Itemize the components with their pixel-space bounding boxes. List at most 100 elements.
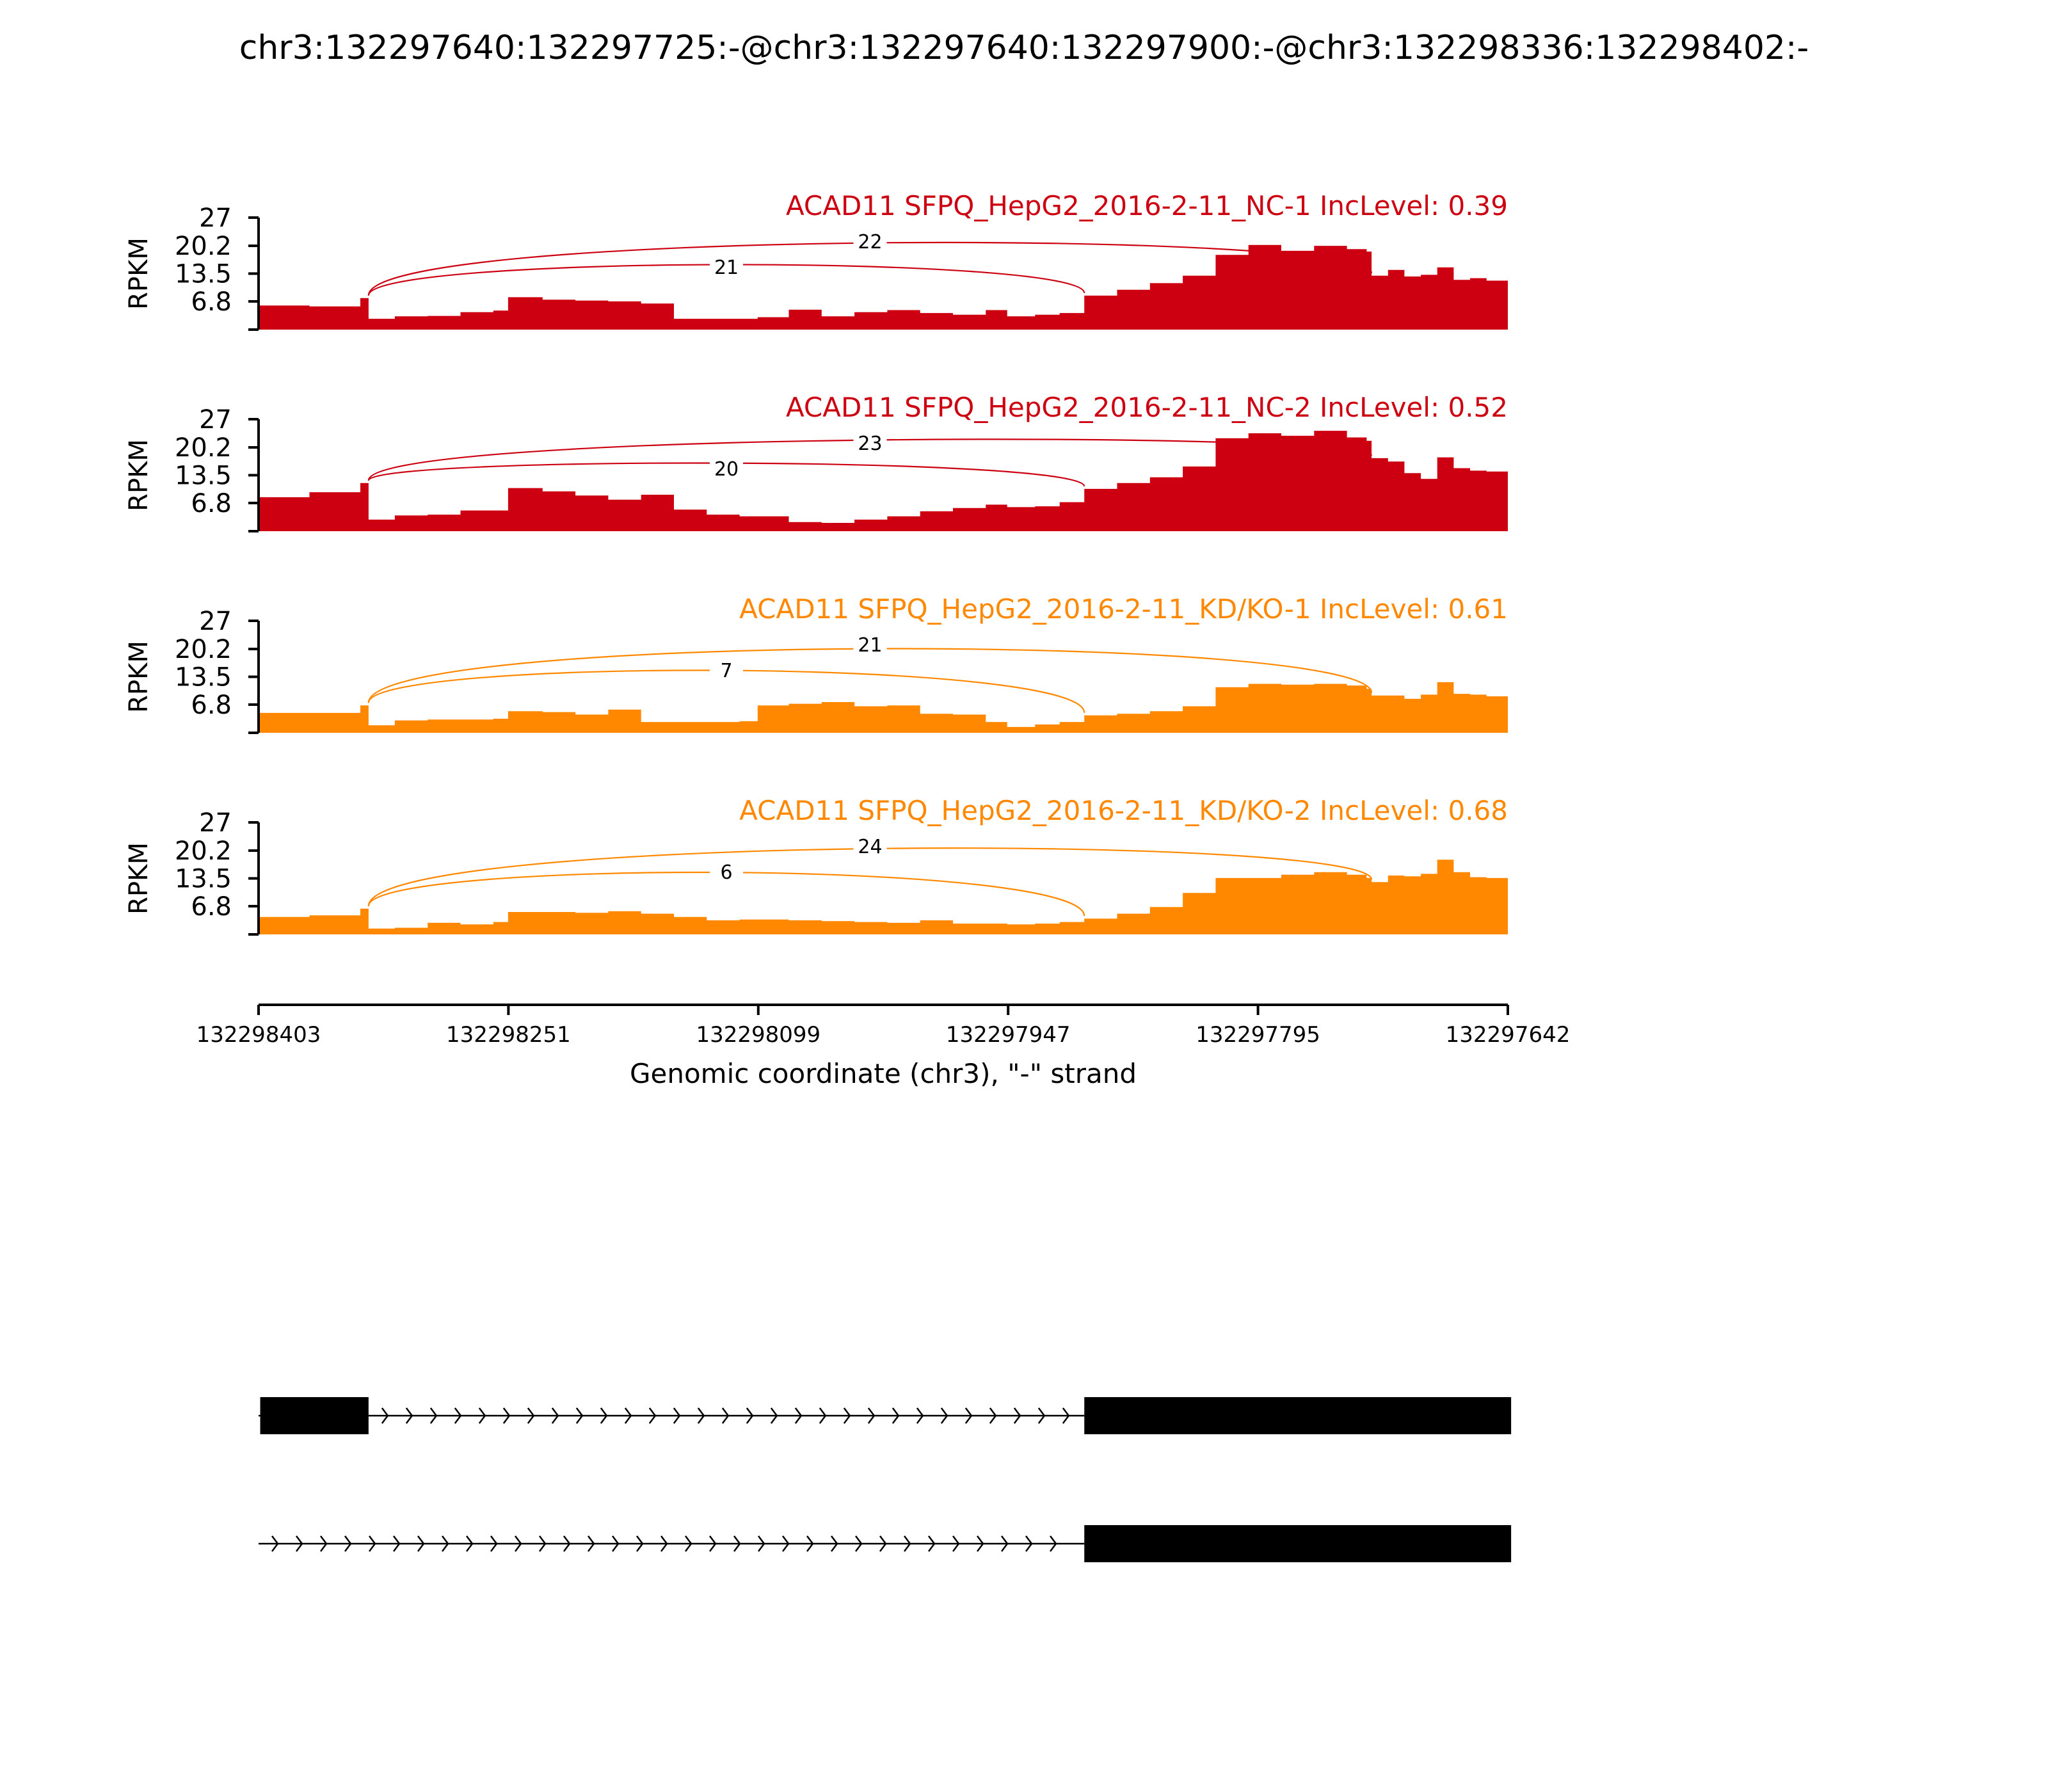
x-axis-label: Genomic coordinate (chr3), "-" strand bbox=[630, 1058, 1137, 1089]
strand-arrow bbox=[794, 1407, 803, 1424]
strand-arrow bbox=[940, 1407, 948, 1424]
strand-arrow bbox=[490, 1535, 498, 1552]
transcript-model bbox=[259, 1397, 1512, 1434]
track-title: ACAD11 SFPQ_HepG2_2016-2-11_NC-2 IncLeve… bbox=[786, 392, 1508, 423]
junction-label-bg bbox=[853, 431, 887, 456]
y-tick-label: 27 bbox=[199, 204, 232, 233]
strand-arrow bbox=[1037, 1407, 1046, 1424]
strand-arrow bbox=[563, 1535, 571, 1552]
junction-label: 24 bbox=[858, 836, 882, 858]
coverage-area bbox=[259, 431, 1508, 531]
junction-label: 7 bbox=[720, 660, 732, 682]
strand-arrow bbox=[588, 1535, 595, 1552]
y-tick-label: 6.8 bbox=[191, 287, 232, 317]
strand-arrow bbox=[369, 1535, 376, 1552]
y-tick-label: 13.5 bbox=[175, 260, 232, 289]
y-tick-label: 13.5 bbox=[175, 461, 232, 491]
track-title: ACAD11 SFPQ_HepG2_2016-2-11_KD/KO-2 IncL… bbox=[739, 795, 1508, 826]
strand-arrow bbox=[1050, 1535, 1057, 1552]
strand-arrow bbox=[831, 1535, 838, 1552]
strand-arrow bbox=[770, 1407, 778, 1424]
y-tick-label: 27 bbox=[199, 607, 232, 636]
strand-arrow bbox=[539, 1535, 547, 1552]
junction-label: 22 bbox=[858, 231, 882, 253]
strand-arrow bbox=[977, 1535, 984, 1552]
strand-arrow bbox=[454, 1407, 462, 1424]
strand-arrow bbox=[1001, 1535, 1009, 1552]
strand-arrow bbox=[989, 1407, 997, 1424]
strand-arrow bbox=[867, 1407, 876, 1424]
strand-arrow bbox=[527, 1407, 535, 1424]
strand-arrow bbox=[551, 1407, 559, 1424]
strand-arrow bbox=[1062, 1407, 1070, 1424]
y-tick-label: 20.2 bbox=[175, 433, 232, 463]
y-tick-label: 13.5 bbox=[175, 663, 232, 692]
coverage-area bbox=[259, 682, 1508, 733]
strand-arrow bbox=[271, 1535, 279, 1552]
y-tick-label: 20.2 bbox=[175, 635, 232, 664]
strand-arrow bbox=[600, 1407, 608, 1424]
strand-arrow bbox=[928, 1535, 936, 1552]
transcript-models bbox=[259, 1397, 1512, 1562]
exon-block bbox=[1084, 1525, 1512, 1562]
x-tick-label: 132298251 bbox=[446, 1022, 571, 1048]
strand-arrow bbox=[648, 1407, 657, 1424]
y-tick-label: 6.8 bbox=[191, 691, 232, 720]
exon-block bbox=[1084, 1397, 1512, 1434]
strand-arrow bbox=[916, 1407, 924, 1424]
junction-label-bg bbox=[853, 834, 887, 860]
strand-arrow bbox=[320, 1535, 328, 1552]
y-tick-label: 6.8 bbox=[191, 892, 232, 922]
strand-arrow bbox=[855, 1535, 863, 1552]
junction-label: 23 bbox=[858, 433, 882, 455]
figure-title: chr3:132297640:132297725:-@chr3:13229764… bbox=[239, 29, 1809, 67]
strand-arrow bbox=[806, 1535, 814, 1552]
genomic-x-axis: 132298403 132298251 132298099 132297947 1322… bbox=[196, 1004, 1571, 1089]
strand-arrow bbox=[515, 1535, 522, 1552]
junction-label-bg bbox=[710, 255, 744, 280]
junction-label-bg bbox=[710, 860, 744, 885]
strand-arrow bbox=[819, 1407, 827, 1424]
strand-arrow bbox=[879, 1535, 887, 1552]
strand-arrow bbox=[442, 1535, 449, 1552]
strand-arrow bbox=[673, 1407, 681, 1424]
strand-arrow bbox=[904, 1535, 911, 1552]
y-tick-label: 20.2 bbox=[175, 232, 232, 261]
strand-arrow bbox=[466, 1535, 474, 1552]
strand-arrow bbox=[685, 1535, 692, 1552]
track-title: ACAD11 SFPQ_HepG2_2016-2-11_KD/KO-1 IncL… bbox=[739, 593, 1508, 625]
y-axis-label: RPKM bbox=[124, 842, 154, 915]
strand-arrow bbox=[478, 1407, 486, 1424]
x-tick-label: 132297795 bbox=[1196, 1022, 1320, 1048]
strand-arrow bbox=[636, 1535, 644, 1552]
x-tick-label: 132297642 bbox=[1446, 1022, 1571, 1048]
junction-label-bg bbox=[710, 658, 744, 684]
strand-arrow bbox=[782, 1535, 790, 1552]
strand-arrow bbox=[709, 1535, 717, 1552]
strand-arrow bbox=[612, 1535, 620, 1552]
exon-block bbox=[260, 1397, 369, 1434]
y-tick-label: 20.2 bbox=[175, 836, 232, 866]
x-tick-label: 132298099 bbox=[696, 1022, 820, 1048]
y-axis-label: RPKM bbox=[124, 439, 154, 511]
strand-arrow bbox=[697, 1407, 705, 1424]
junction-label: 21 bbox=[714, 257, 739, 279]
coverage-area bbox=[259, 860, 1508, 934]
strand-arrow bbox=[746, 1407, 754, 1424]
transcript-model bbox=[259, 1525, 1512, 1562]
y-tick-label: 27 bbox=[199, 405, 232, 435]
strand-arrow bbox=[344, 1535, 352, 1552]
junction-label: 20 bbox=[714, 458, 739, 481]
junction-label-bg bbox=[710, 456, 744, 482]
track-title: ACAD11 SFPQ_HepG2_2016-2-11_NC-1 IncLeve… bbox=[786, 190, 1508, 221]
strand-arrow bbox=[660, 1535, 668, 1552]
strand-arrow bbox=[1025, 1535, 1033, 1552]
x-tick-label: 132298403 bbox=[196, 1022, 321, 1048]
y-tick-label: 27 bbox=[199, 808, 232, 838]
y-tick-label: 13.5 bbox=[175, 865, 232, 894]
